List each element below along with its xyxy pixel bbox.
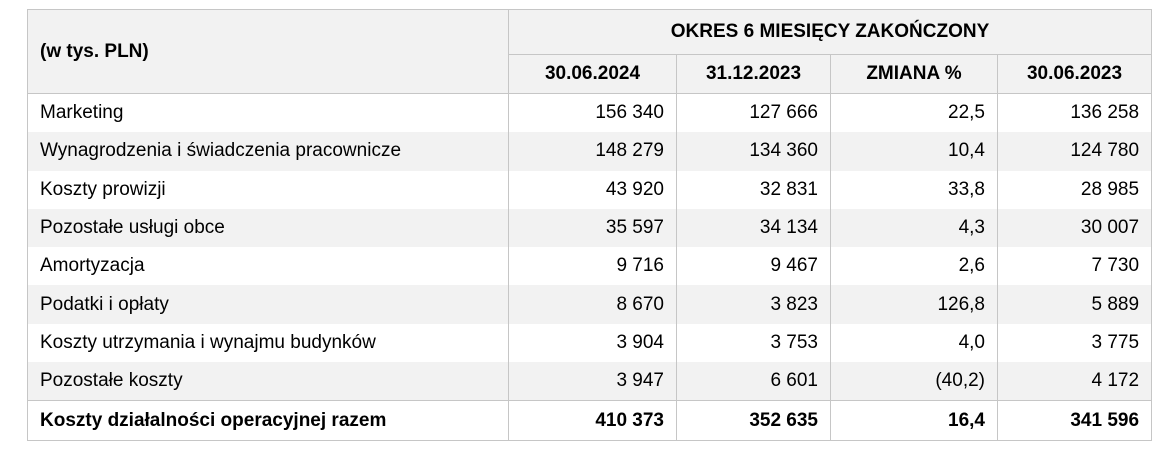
total-value: 16,4 xyxy=(830,400,998,441)
cell-value: 10,4 xyxy=(830,132,998,171)
cell-value: 4,0 xyxy=(830,323,998,363)
table-row: Wynagrodzenia i świadczenia pracownicze … xyxy=(27,132,1153,171)
cell-value: 28 985 xyxy=(996,170,1153,209)
cell-value: 9 716 xyxy=(508,247,677,286)
cell-value: 148 279 xyxy=(508,132,677,171)
table-row: Koszty utrzymania i wynajmu budynków 3 9… xyxy=(27,323,1153,363)
cell-value: 5 889 xyxy=(996,285,1153,324)
table-row: Pozostałe usługi obce 35 597 34 134 4,3 … xyxy=(27,208,1153,248)
column-header: ZMIANA % xyxy=(830,54,998,94)
cell-value: 6 601 xyxy=(676,362,831,401)
cell-value: 43 920 xyxy=(508,170,677,209)
cell-value: 126,8 xyxy=(830,285,998,324)
row-label: Wynagrodzenia i świadczenia pracownicze xyxy=(27,132,509,171)
cell-value: 22,5 xyxy=(830,93,998,133)
table-row: Pozostałe koszty 3 947 6 601 (40,2) 4 17… xyxy=(27,362,1153,401)
total-row: Koszty działalności operacyjnej razem 41… xyxy=(27,400,1153,441)
total-value: 341 596 xyxy=(996,400,1153,441)
cell-value: (40,2) xyxy=(830,362,998,401)
cell-value: 3 775 xyxy=(996,323,1153,363)
cell-value: 136 258 xyxy=(996,93,1153,133)
row-label: Koszty prowizji xyxy=(27,170,509,209)
cell-value: 32 831 xyxy=(676,170,831,209)
column-header: 30.06.2023 xyxy=(996,54,1153,94)
cell-value: 3 947 xyxy=(508,362,677,401)
column-header: 31.12.2023 xyxy=(676,54,831,94)
table-header: (w tys. PLN) OKRES 6 MIESIĘCY ZAKOŃCZONY… xyxy=(27,9,1153,94)
row-label: Koszty utrzymania i wynajmu budynków xyxy=(27,323,509,363)
cell-value: 2,6 xyxy=(830,247,998,286)
cell-value: 35 597 xyxy=(508,208,677,248)
table-row: Amortyzacja 9 716 9 467 2,6 7 730 xyxy=(27,247,1153,286)
cell-value: 7 730 xyxy=(996,247,1153,286)
total-label: Koszty działalności operacyjnej razem xyxy=(27,400,509,441)
unit-label: (w tys. PLN) xyxy=(27,9,509,94)
row-label: Podatki i opłaty xyxy=(27,285,509,324)
cell-value: 156 340 xyxy=(508,93,677,133)
cell-value: 33,8 xyxy=(830,170,998,209)
cell-value: 30 007 xyxy=(996,208,1153,248)
cell-value: 3 823 xyxy=(676,285,831,324)
row-label: Pozostałe usługi obce xyxy=(27,208,509,248)
cell-value: 134 360 xyxy=(676,132,831,171)
row-label: Amortyzacja xyxy=(27,247,509,286)
column-header: 30.06.2024 xyxy=(508,54,677,94)
operating-costs-table: (w tys. PLN) OKRES 6 MIESIĘCY ZAKOŃCZONY… xyxy=(27,9,1153,441)
table-body: Marketing 156 340 127 666 22,5 136 258 W… xyxy=(27,93,1153,441)
cell-value: 34 134 xyxy=(676,208,831,248)
total-value: 410 373 xyxy=(508,400,677,441)
row-label: Marketing xyxy=(27,93,509,133)
cell-value: 8 670 xyxy=(508,285,677,324)
cell-value: 124 780 xyxy=(996,132,1153,171)
cell-value: 4 172 xyxy=(996,362,1153,401)
cell-value: 127 666 xyxy=(676,93,831,133)
row-label: Pozostałe koszty xyxy=(27,362,509,401)
table-row: Koszty prowizji 43 920 32 831 33,8 28 98… xyxy=(27,170,1153,209)
total-value: 352 635 xyxy=(676,400,831,441)
period-group-header: OKRES 6 MIESIĘCY ZAKOŃCZONY xyxy=(507,9,1153,55)
table-row: Marketing 156 340 127 666 22,5 136 258 xyxy=(27,93,1153,133)
cell-value: 3 904 xyxy=(508,323,677,363)
cell-value: 3 753 xyxy=(676,323,831,363)
cell-value: 4,3 xyxy=(830,208,998,248)
cell-value: 9 467 xyxy=(676,247,831,286)
table-row: Podatki i opłaty 8 670 3 823 126,8 5 889 xyxy=(27,285,1153,324)
